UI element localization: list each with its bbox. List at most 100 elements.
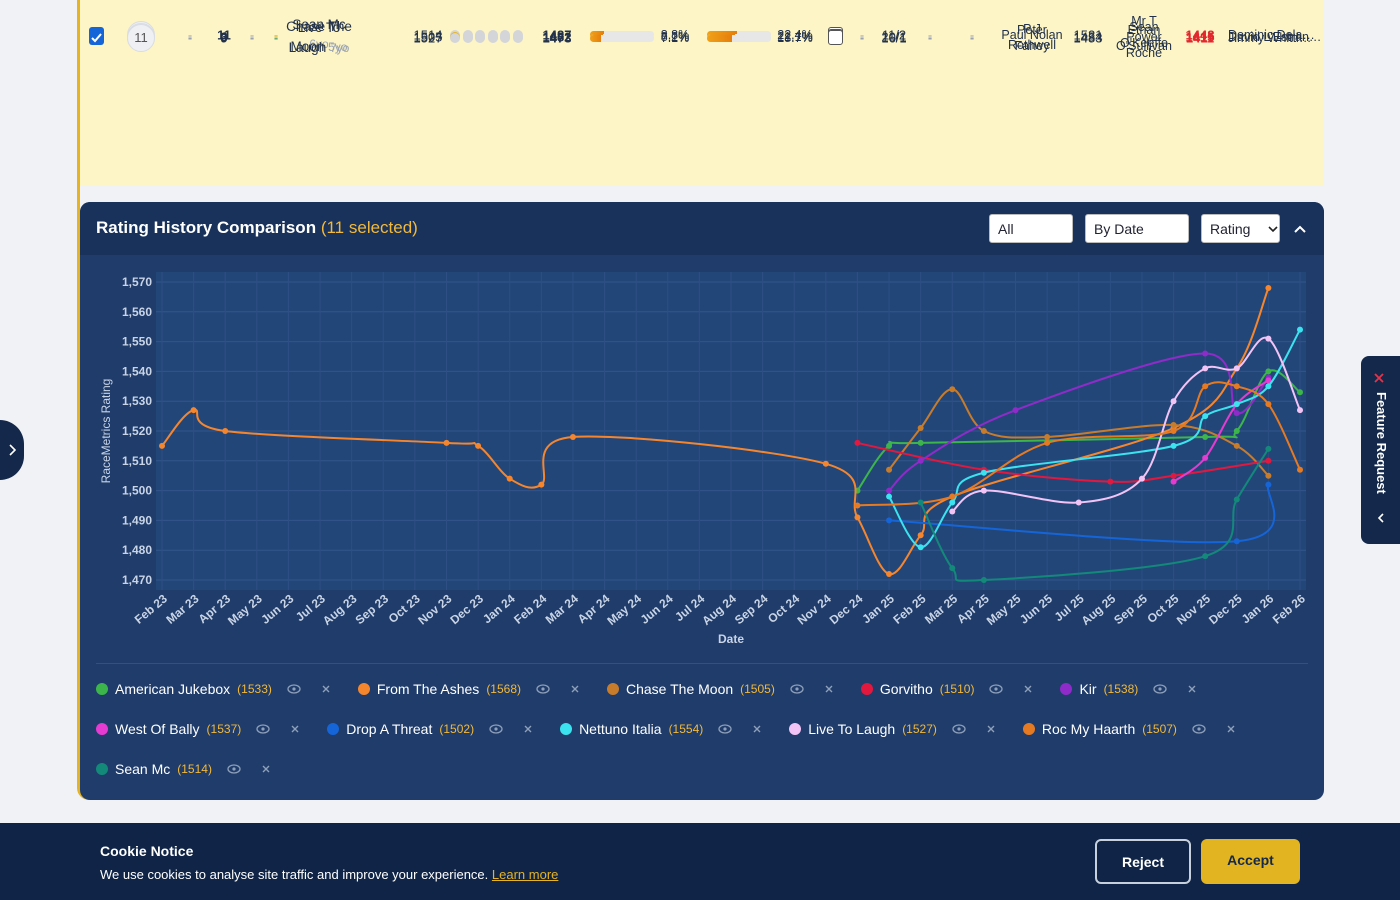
toggle-visibility[interactable] xyxy=(227,764,241,774)
toggle-visibility[interactable] xyxy=(790,684,804,694)
legend-name: From The Ashes xyxy=(376,681,480,697)
legend-name: Gorvitho xyxy=(879,681,933,697)
data-point xyxy=(1265,368,1272,375)
panel-title: Rating History Comparison (11 selected) xyxy=(96,218,418,238)
jockey: Mr T Power Roche xyxy=(1125,14,1163,60)
data-point xyxy=(949,386,956,393)
win-pct: 8.2% xyxy=(660,30,690,44)
accept-button[interactable]: Accept xyxy=(1201,839,1300,884)
remove-series[interactable] xyxy=(825,685,833,693)
data-point xyxy=(1233,442,1240,449)
jockey-rating: 1448 xyxy=(1185,27,1215,42)
sort-select[interactable]: By Date xyxy=(1085,214,1189,243)
toggle-visibility[interactable] xyxy=(989,684,1004,694)
metric-select[interactable]: Rating xyxy=(1201,214,1280,243)
data-point xyxy=(886,442,893,449)
toggle-visibility[interactable] xyxy=(489,724,503,734)
remove-series[interactable] xyxy=(1227,725,1235,733)
data-point xyxy=(1107,478,1114,485)
close-icon xyxy=(571,685,579,693)
x-tick-label: Sep 24 xyxy=(732,591,771,627)
legend-swatch xyxy=(327,723,340,735)
data-point xyxy=(1170,478,1177,485)
data-point xyxy=(1265,383,1272,390)
x-tick-label: Dec 25 xyxy=(1206,591,1245,627)
remove-series[interactable] xyxy=(1024,685,1032,693)
data-point xyxy=(1297,407,1303,414)
dash: - xyxy=(859,30,865,46)
compare-checkbox[interactable] xyxy=(828,30,843,45)
toggle-visibility[interactable] xyxy=(287,684,301,694)
legend-name: Roc My Haarth xyxy=(1041,721,1136,737)
toggle-visibility[interactable] xyxy=(536,684,550,694)
selected-count: (11 selected) xyxy=(320,218,418,237)
dash: - xyxy=(249,30,255,46)
line-chart: 1,470 1,480 1,490 1,500 1,510 1,520 1,530 1,540… xyxy=(99,272,1308,646)
owner: Dominic Dela… xyxy=(1228,27,1315,42)
remove-series[interactable] xyxy=(291,725,299,733)
toggle-visibility[interactable] xyxy=(952,724,966,734)
remove-series[interactable] xyxy=(322,685,330,693)
horse-title: Sean Mc xyxy=(292,16,346,32)
rating-value: 1473 xyxy=(542,30,572,46)
x-tick-label: Nov 25 xyxy=(1174,591,1213,627)
trainer: Peter Fahey xyxy=(1014,23,1050,53)
remove-series[interactable] xyxy=(262,765,270,773)
form-dot xyxy=(500,33,510,43)
toggle-visibility[interactable] xyxy=(1192,724,1206,734)
select-value: By Date xyxy=(1094,221,1144,237)
eye-icon xyxy=(489,724,503,734)
filter-select[interactable]: All xyxy=(989,214,1073,243)
horse-name: Chase The Moon 5yo xyxy=(286,17,352,57)
data-point xyxy=(1297,326,1303,333)
remove-series[interactable] xyxy=(987,725,995,733)
legend-swatch xyxy=(860,683,873,695)
legend-name: Kir xyxy=(1079,681,1097,697)
data-point xyxy=(1202,413,1209,420)
dash: - xyxy=(187,27,193,42)
close-icon xyxy=(524,725,532,733)
series-line xyxy=(161,287,1270,576)
close-icon xyxy=(1227,725,1235,733)
legend-swatch xyxy=(1022,723,1035,735)
x-tick-label: Mar 23 xyxy=(163,591,201,626)
cookie-title: Cookie Notice xyxy=(100,843,194,859)
eye-icon xyxy=(790,684,804,694)
win-pct: 8.8% xyxy=(660,27,690,42)
side-toggle[interactable] xyxy=(0,420,24,480)
series-line xyxy=(1172,379,1269,483)
data-point xyxy=(822,460,829,467)
data-point xyxy=(1233,428,1240,434)
data-point xyxy=(190,407,197,414)
series-line xyxy=(857,441,1269,483)
toggle-visibility[interactable] xyxy=(1153,684,1167,694)
x-tick-label: Feb 23 xyxy=(132,591,170,626)
remove-series[interactable] xyxy=(524,725,532,733)
x-tick-label: Feb 26 xyxy=(1270,591,1308,626)
remove-series[interactable] xyxy=(1188,685,1196,693)
data-point xyxy=(917,425,924,432)
select-checkbox[interactable] xyxy=(89,30,104,45)
data-point xyxy=(917,457,924,464)
reject-button[interactable]: Reject xyxy=(1095,839,1191,884)
learn-more-link[interactable]: Learn more xyxy=(491,867,559,882)
remove-series[interactable] xyxy=(571,685,579,693)
feature-request-tab[interactable]: Feature Request xyxy=(1361,356,1400,544)
x-tick-label: May 25 xyxy=(984,591,1024,628)
legend-item: Sean Mc (1514) xyxy=(96,758,270,780)
cookie-message: We use cookies to analyse site traffic a… xyxy=(100,867,489,882)
dash: - xyxy=(969,27,975,42)
y-tick-label: 1,570 xyxy=(122,275,152,289)
legend-name: Chase The Moon xyxy=(626,681,734,697)
toggle-visibility[interactable] xyxy=(718,724,732,734)
data-point xyxy=(1233,496,1240,503)
rating-panel: Rating History Comparison (11 selected) … xyxy=(80,202,1324,800)
collapse-button[interactable] xyxy=(1292,222,1308,236)
data-point xyxy=(1044,433,1051,440)
legend-rating: (1507) xyxy=(1142,722,1177,736)
close-icon xyxy=(322,685,330,693)
remove-series[interactable] xyxy=(753,725,761,733)
legend-swatch xyxy=(96,763,108,775)
x-tick-label: Feb 24 xyxy=(511,591,549,626)
toggle-visibility[interactable] xyxy=(256,724,270,734)
